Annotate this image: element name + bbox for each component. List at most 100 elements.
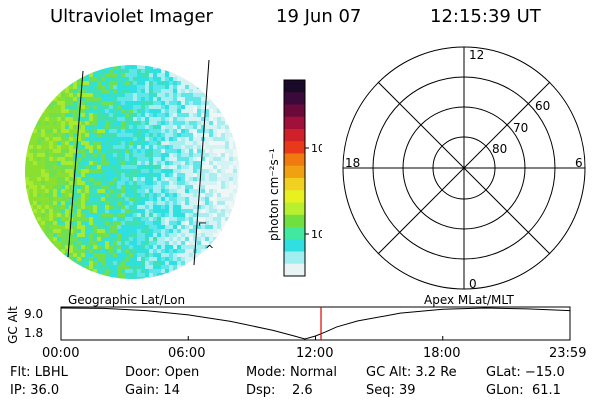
uv-pixel: [165, 81, 169, 85]
uv-pixel: [181, 141, 185, 145]
uv-pixel: [185, 129, 189, 133]
uv-pixel: [141, 189, 145, 193]
uv-pixel: [93, 65, 97, 69]
uv-pixel: [221, 145, 225, 149]
uv-pixel: [177, 149, 181, 153]
uv-pixel: [25, 181, 29, 185]
uv-pixel: [185, 181, 189, 185]
uv-pixel: [173, 237, 177, 241]
uv-pixel: [117, 213, 121, 217]
uv-pixel: [93, 185, 97, 189]
uv-pixel: [193, 177, 197, 181]
uv-pixel: [65, 229, 69, 233]
uv-pixel: [233, 185, 237, 189]
uv-pixel: [25, 201, 29, 205]
uv-pixel: [137, 149, 141, 153]
uv-pixel: [77, 217, 81, 221]
uv-pixel: [133, 145, 137, 149]
uv-pixel: [113, 209, 117, 213]
polar-diagonal-2: [377, 81, 551, 255]
uv-pixel: [221, 101, 225, 105]
uv-pixel: [185, 113, 189, 117]
uv-pixel: [33, 97, 37, 101]
uv-pixel: [197, 257, 201, 261]
uv-pixel: [125, 157, 129, 161]
chart-ylabel: GC Alt: [5, 306, 20, 344]
uv-pixel: [189, 77, 193, 81]
uv-pixel: [33, 193, 37, 197]
uv-pixel: [73, 85, 77, 89]
uv-pixel: [45, 69, 49, 73]
uv-pixel: [57, 97, 61, 101]
uv-pixel: [65, 209, 69, 213]
uv-pixel: [217, 189, 221, 193]
uv-pixel: [145, 205, 149, 209]
uv-pixel: [81, 261, 85, 265]
uv-pixel: [37, 233, 41, 237]
uv-pixel: [161, 273, 165, 277]
uv-pixel: [25, 245, 29, 249]
uv-pixel: [29, 237, 33, 241]
uv-pixel: [45, 97, 49, 101]
uv-pixel: [29, 161, 33, 165]
uv-pixel: [81, 237, 85, 241]
uv-pixel: [169, 269, 173, 273]
uv-pixel: [129, 133, 133, 137]
colorbar-cell: [284, 178, 305, 191]
uv-pixel: [133, 237, 137, 241]
uv-pixel: [49, 273, 53, 277]
uv-pixel: [25, 81, 29, 85]
uv-pixel: [113, 97, 117, 101]
uv-pixel: [61, 189, 65, 193]
uv-pixel: [225, 101, 229, 105]
uv-pixel: [149, 117, 153, 121]
uv-pixel: [221, 161, 225, 165]
uv-pixel: [105, 157, 109, 161]
uv-pixel: [69, 141, 73, 145]
uv-pixel: [157, 253, 161, 257]
uv-pixel: [169, 181, 173, 185]
uv-pixel: [77, 149, 81, 153]
uv-pixel: [173, 141, 177, 145]
uv-pixel: [77, 241, 81, 245]
uv-pixel: [121, 193, 125, 197]
uv-pixel: [213, 105, 217, 109]
uv-pixel: [161, 97, 165, 101]
uv-pixel: [197, 141, 201, 145]
uv-pixel: [73, 241, 77, 245]
uv-pixel: [169, 97, 173, 101]
uv-pixel: [101, 197, 105, 201]
uv-pixel: [157, 157, 161, 161]
uv-pixel: [85, 105, 89, 109]
uv-pixel: [197, 109, 201, 113]
uv-pixel: [65, 241, 69, 245]
uv-pixel: [169, 277, 173, 279]
uv-pixel: [233, 197, 237, 201]
uv-pixel: [161, 261, 165, 265]
uv-pixel: [57, 121, 61, 125]
uv-pixel: [197, 249, 201, 253]
uv-pixel: [33, 117, 37, 121]
uv-pixel: [229, 197, 233, 201]
uv-pixel: [173, 173, 177, 177]
uv-pixel: [73, 93, 77, 97]
uv-pixel: [145, 233, 149, 237]
uv-pixel: [85, 173, 89, 177]
uv-pixel: [137, 269, 141, 273]
uv-pixel: [37, 101, 41, 105]
uv-pixel: [189, 157, 193, 161]
uv-pixel: [145, 141, 149, 145]
uv-pixel: [213, 89, 217, 93]
uv-pixel: [85, 169, 89, 173]
uv-pixel: [57, 137, 61, 141]
uv-pixel: [77, 69, 81, 73]
uv-pixel: [201, 241, 205, 245]
uv-pixel: [121, 81, 125, 85]
uv-pixel: [229, 189, 233, 193]
uv-pixel: [181, 261, 185, 265]
uv-pixel: [89, 129, 93, 133]
uv-pixel: [221, 257, 225, 261]
uv-pixel: [109, 117, 113, 121]
uv-pixel: [121, 229, 125, 233]
uv-pixel: [37, 133, 41, 137]
